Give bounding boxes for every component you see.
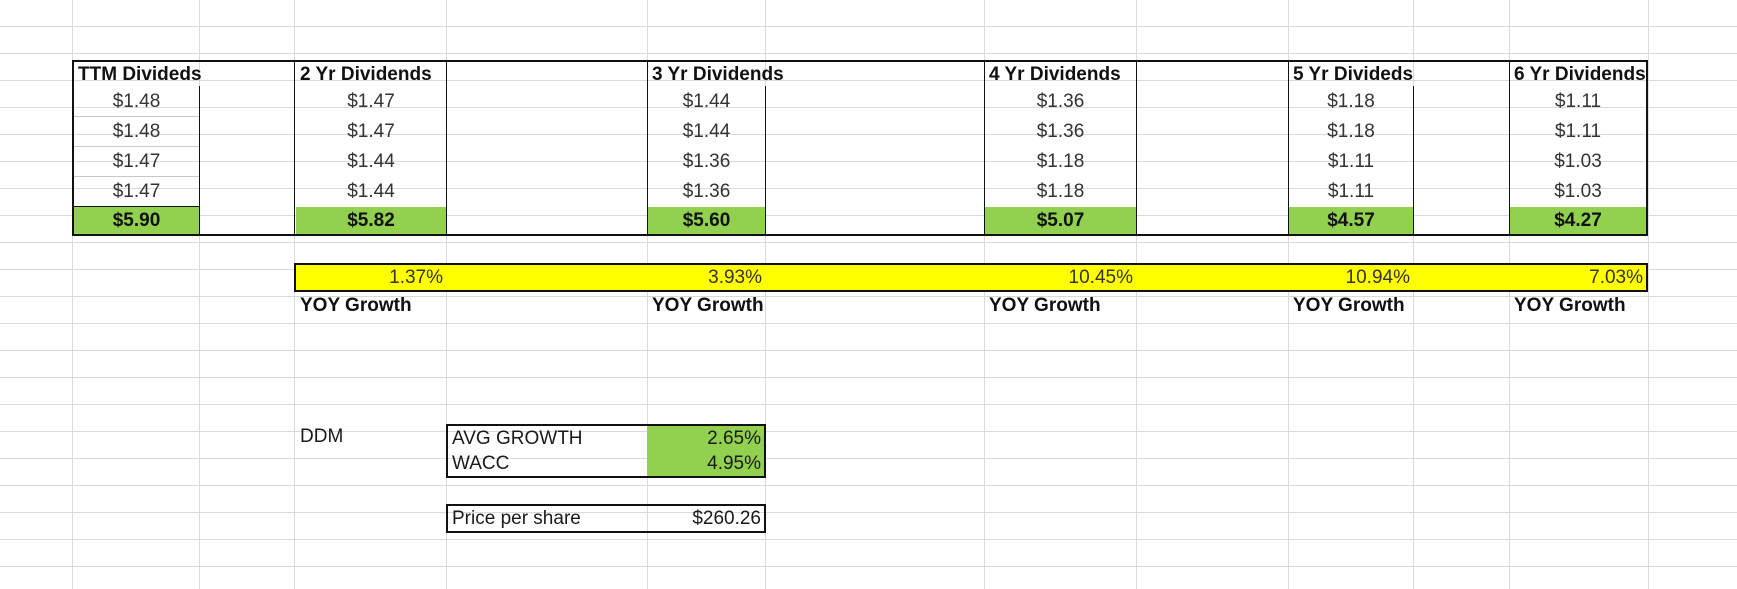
dividend-cell[interactable]: $1.44 — [347, 151, 395, 172]
growth-band — [294, 263, 1648, 292]
header-3yr-dividends[interactable]: 3 Yr Dividends — [652, 63, 784, 85]
dividend-total-cell[interactable]: $4.57 — [1289, 207, 1413, 234]
cell-divider — [294, 60, 295, 236]
price-per-share-label[interactable]: Price per share — [452, 507, 581, 529]
dividend-cell[interactable]: $1.44 — [682, 121, 731, 142]
dividend-cell[interactable]: $1.18 — [1327, 91, 1375, 112]
header-2yr-dividends[interactable]: 2 Yr Dividends — [300, 63, 432, 85]
dividend-total-cell[interactable]: $5.90 — [74, 207, 199, 234]
dividend-cell[interactable]: $1.36 — [1036, 91, 1085, 112]
cell-divider — [199, 86, 200, 236]
growth-cell[interactable]: 10.94% — [1345, 266, 1410, 288]
table-left-border — [72, 60, 74, 236]
cell-divider — [74, 176, 199, 177]
ddm-highlight — [647, 425, 765, 476]
cell-divider — [1136, 60, 1137, 236]
dividend-cell[interactable]: $1.48 — [112, 91, 161, 112]
yoy-growth-label[interactable]: YOY Growth — [652, 295, 764, 316]
growth-cell[interactable]: 1.37% — [389, 266, 443, 288]
growth-cell[interactable]: 10.45% — [1068, 266, 1133, 288]
dividend-total-cell[interactable]: $5.60 — [648, 207, 765, 234]
yoy-growth-label[interactable]: YOY Growth — [1514, 295, 1626, 316]
dividend-cell[interactable]: $1.03 — [1554, 181, 1602, 202]
dividend-cell[interactable]: $1.11 — [1554, 91, 1602, 112]
cell-divider — [446, 60, 447, 236]
column-gridline — [199, 0, 200, 589]
dividend-cell[interactable]: $1.36 — [682, 151, 731, 172]
column-gridline — [72, 0, 73, 589]
ddm-label[interactable]: DDM — [300, 426, 344, 447]
dividend-cell[interactable]: $1.11 — [1554, 121, 1602, 142]
table-right-border — [1646, 60, 1648, 236]
yoy-growth-label[interactable]: YOY Growth — [1293, 295, 1405, 316]
cell-divider — [72, 206, 199, 207]
cell-divider — [984, 60, 985, 236]
dividend-cell[interactable]: $1.44 — [682, 91, 731, 112]
dividend-cell[interactable]: $1.47 — [347, 91, 395, 112]
dividend-cell[interactable]: $1.18 — [1327, 121, 1375, 142]
column-gridline — [1413, 0, 1414, 589]
table-top-border — [72, 60, 1648, 62]
dividend-total-cell[interactable]: $5.82 — [296, 207, 446, 234]
header-5yr-dividends[interactable]: 5 Yr Divideds — [1293, 63, 1414, 85]
cell-divider — [74, 146, 199, 147]
growth-cell[interactable]: 3.93% — [708, 266, 762, 288]
column-gridline — [647, 0, 648, 589]
avg-growth-value[interactable]: 2.65% — [707, 427, 761, 449]
column-gridline — [1509, 0, 1510, 589]
dividend-total-cell[interactable]: $5.07 — [985, 207, 1136, 234]
column-gridline — [446, 0, 447, 589]
dividend-cell[interactable]: $1.48 — [112, 121, 161, 142]
column-gridline — [294, 0, 295, 589]
growth-cell[interactable]: 7.03% — [1589, 266, 1643, 288]
dividend-cell[interactable]: $1.47 — [347, 121, 395, 142]
cell-divider — [765, 86, 766, 236]
dividend-cell[interactable]: $1.47 — [112, 181, 161, 202]
yoy-growth-label[interactable]: YOY Growth — [989, 295, 1101, 316]
avg-growth-label[interactable]: AVG GROWTH — [452, 427, 583, 449]
header-ttm-dividends[interactable]: TTM Divideds — [78, 63, 202, 85]
cell-divider — [647, 60, 648, 236]
dividend-cell[interactable]: $1.03 — [1554, 151, 1602, 172]
cell-divider — [74, 116, 199, 117]
wacc-value[interactable]: 4.95% — [707, 452, 761, 474]
table-bottom-border — [72, 234, 1648, 236]
header-4yr-dividends[interactable]: 4 Yr Dividends — [989, 63, 1121, 85]
column-gridline — [1136, 0, 1137, 589]
yoy-growth-label[interactable]: YOY Growth — [300, 295, 412, 316]
dividend-cell[interactable]: $1.11 — [1327, 151, 1375, 172]
dividend-cell[interactable]: $1.36 — [682, 181, 731, 202]
column-gridline — [1288, 0, 1289, 589]
dividend-cell[interactable]: $1.44 — [347, 181, 395, 202]
dividend-cell[interactable]: $1.18 — [1036, 151, 1085, 172]
dividend-cell[interactable]: $1.11 — [1327, 181, 1375, 202]
column-gridline — [984, 0, 985, 589]
column-gridline — [765, 0, 766, 589]
cell-divider — [1288, 60, 1289, 236]
dividend-cell[interactable]: $1.18 — [1036, 181, 1085, 202]
dividend-cell[interactable]: $1.47 — [112, 151, 161, 172]
cell-divider — [1413, 86, 1414, 236]
header-6yr-dividends[interactable]: 6 Yr Dividends — [1514, 63, 1646, 85]
column-gridline — [1648, 0, 1649, 589]
dividend-total-cell[interactable]: $4.27 — [1510, 207, 1646, 234]
cell-divider — [1509, 60, 1510, 236]
wacc-label[interactable]: WACC — [452, 452, 510, 474]
price-per-share-value[interactable]: $260.26 — [692, 507, 761, 529]
dividend-cell[interactable]: $1.36 — [1036, 121, 1085, 142]
